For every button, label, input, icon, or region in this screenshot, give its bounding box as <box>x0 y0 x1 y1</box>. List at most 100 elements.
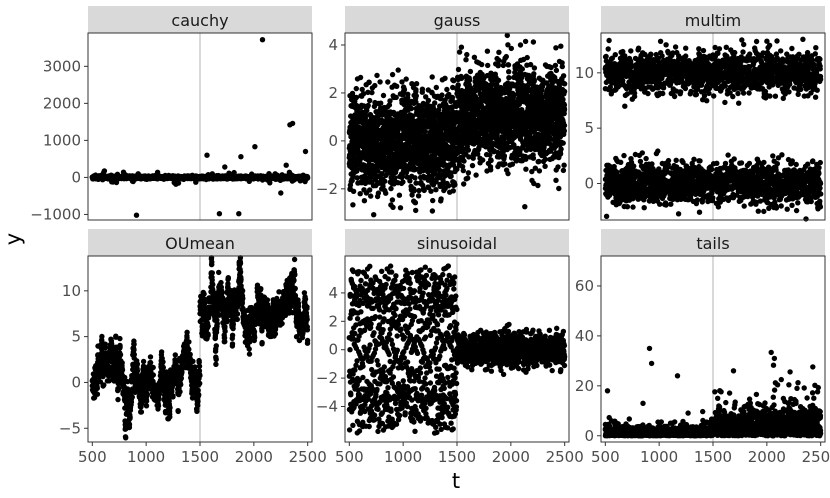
data-point <box>400 179 406 185</box>
data-point <box>467 68 474 75</box>
data-point <box>408 105 415 112</box>
data-point <box>523 166 529 172</box>
data-point <box>530 155 537 161</box>
data-point <box>536 168 543 174</box>
data-point <box>465 147 472 153</box>
facet-strip-label: cauchy <box>171 11 228 30</box>
data-point <box>502 161 508 167</box>
data-point <box>302 148 309 155</box>
data-point <box>397 205 404 211</box>
data-point <box>350 188 357 194</box>
data-point <box>531 65 538 71</box>
y-tick-label: 1000 <box>43 131 81 149</box>
data-point <box>422 128 428 135</box>
data-point <box>505 170 511 177</box>
data-point <box>372 82 378 89</box>
data-point <box>535 182 541 189</box>
data-point <box>519 66 525 72</box>
data-point <box>407 178 413 184</box>
data-point <box>484 48 491 54</box>
data-point <box>222 164 228 170</box>
data-point <box>366 79 372 86</box>
data-point <box>413 81 420 87</box>
data-point <box>442 75 448 82</box>
data-point <box>429 208 436 214</box>
data-point <box>175 180 182 186</box>
data-point <box>439 92 445 98</box>
data-point <box>403 76 409 82</box>
data-point <box>505 62 512 68</box>
data-point <box>395 67 401 73</box>
data-point <box>283 162 289 168</box>
point-layer <box>89 37 311 218</box>
data-point <box>461 158 467 164</box>
data-point <box>419 86 426 92</box>
data-point <box>450 188 456 194</box>
data-point <box>466 77 473 83</box>
data-point <box>430 197 436 204</box>
data-point <box>503 53 509 60</box>
data-point <box>375 190 382 196</box>
data-point <box>461 181 467 187</box>
data-point <box>289 120 296 127</box>
data-point <box>377 79 383 85</box>
data-point <box>455 66 462 73</box>
data-point <box>385 79 391 85</box>
data-point <box>405 91 411 98</box>
data-point <box>382 178 388 184</box>
data-point <box>495 62 501 69</box>
data-point <box>465 175 471 181</box>
facet-strip <box>88 6 312 33</box>
data-point <box>396 192 403 198</box>
data-point <box>471 54 478 60</box>
data-point <box>367 97 373 104</box>
data-point <box>488 167 494 173</box>
data-point <box>496 49 502 55</box>
data-point <box>429 74 435 80</box>
data-point <box>154 169 161 175</box>
data-point <box>415 193 422 199</box>
data-point <box>392 175 398 181</box>
data-point <box>496 57 502 64</box>
data-point <box>367 187 373 193</box>
data-point <box>378 100 384 106</box>
data-point <box>504 32 510 39</box>
data-point <box>133 212 140 218</box>
data-point <box>413 207 419 214</box>
data-point <box>390 204 396 210</box>
data-point <box>369 89 375 96</box>
data-point <box>530 39 537 45</box>
data-point <box>517 42 524 48</box>
data-point <box>171 179 177 186</box>
data-point <box>216 211 223 217</box>
y-tick-label: 0 <box>71 168 81 186</box>
data-point <box>506 75 512 81</box>
data-point <box>380 92 387 99</box>
data-point <box>353 94 360 101</box>
data-point <box>506 69 512 75</box>
data-point <box>374 72 380 79</box>
data-point <box>259 37 266 43</box>
data-point <box>412 175 418 181</box>
data-point <box>455 82 461 88</box>
y-tick-label: 3000 <box>43 57 81 75</box>
data-point <box>456 49 463 55</box>
panels-layer: cauchy−10000100020003000gauss−2024multim… <box>30 6 830 466</box>
data-point <box>236 211 242 217</box>
data-point <box>357 74 364 81</box>
data-point <box>522 204 528 210</box>
data-point <box>445 183 452 189</box>
data-point <box>449 94 456 101</box>
data-point <box>304 175 311 181</box>
data-point <box>101 168 108 174</box>
data-point <box>438 196 444 202</box>
y-tick-label: 2000 <box>43 94 81 112</box>
data-point <box>488 157 494 164</box>
data-point <box>238 154 244 160</box>
data-point <box>411 188 417 194</box>
data-point <box>353 85 359 92</box>
data-point <box>371 212 377 218</box>
data-point <box>365 102 371 109</box>
data-point <box>389 197 396 203</box>
